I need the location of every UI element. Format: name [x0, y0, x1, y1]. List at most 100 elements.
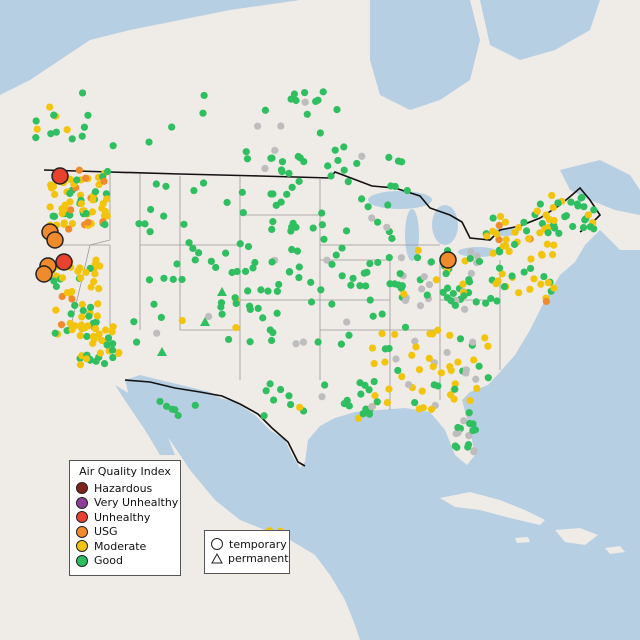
station-marker [145, 138, 153, 146]
station-marker [273, 287, 281, 295]
station-marker [87, 283, 95, 291]
station-marker [327, 172, 335, 180]
station-marker [354, 414, 363, 422]
station-marker [427, 405, 436, 413]
station-marker [58, 292, 66, 301]
station-marker [459, 280, 467, 288]
station-marker [508, 272, 516, 280]
legend-item-label: permanent [228, 552, 289, 566]
station-marker [381, 358, 389, 366]
hispaniola [555, 528, 598, 545]
station-marker [224, 335, 233, 344]
legend-item-label: Very Unhealthy [94, 496, 179, 510]
station-marker [460, 292, 468, 300]
station-marker [394, 366, 402, 375]
station-marker [429, 363, 437, 371]
station-marker [368, 214, 376, 222]
station-marker [80, 123, 89, 131]
station-marker [495, 221, 503, 229]
station-marker [254, 304, 262, 312]
station-marker [318, 209, 326, 217]
station-marker [67, 206, 75, 214]
legend-item-hazardous: Hazardous [76, 481, 174, 496]
hudson-strait [480, 0, 600, 60]
station-marker [101, 221, 109, 229]
station-marker [391, 330, 399, 339]
station-marker [295, 177, 303, 185]
station-marker [420, 273, 428, 281]
station-marker [51, 329, 59, 337]
station-marker [301, 98, 309, 106]
station-marker [287, 227, 295, 235]
station-marker [524, 235, 533, 243]
station-marker [146, 228, 154, 236]
station-marker [285, 169, 293, 178]
station-marker [50, 277, 58, 285]
station-marker [370, 377, 378, 386]
station-marker [92, 357, 100, 365]
station-marker [548, 251, 557, 259]
station-marker [324, 162, 332, 170]
station-marker [51, 190, 59, 199]
station-marker [472, 298, 480, 306]
station-marker [277, 122, 285, 130]
station-marker [447, 366, 455, 375]
station-marker [191, 401, 199, 409]
station-marker [584, 211, 592, 219]
station-marker [537, 250, 546, 259]
station-marker [418, 387, 426, 395]
station-marker [461, 305, 469, 313]
station-marker [526, 264, 535, 273]
station-marker [157, 313, 165, 322]
station-marker [362, 282, 370, 290]
station-marker [218, 310, 226, 318]
station-marker [536, 200, 544, 208]
station-marker [449, 289, 457, 298]
station-marker [84, 111, 92, 119]
station-marker [77, 274, 85, 282]
station-marker [434, 382, 442, 390]
station-marker [423, 291, 431, 299]
station-marker [115, 349, 123, 357]
station-marker [91, 260, 99, 268]
station-marker [495, 236, 503, 244]
station-marker [333, 106, 341, 114]
station-marker [473, 252, 481, 260]
station-marker [266, 380, 274, 388]
station-marker [47, 130, 55, 138]
hudson-bay [370, 0, 480, 110]
aqi-legend: Air Quality Index Hazardous Very Unhealth… [69, 460, 181, 576]
station-marker [268, 154, 276, 162]
station-marker [312, 97, 320, 106]
station-marker [418, 285, 426, 293]
station-marker [475, 257, 484, 266]
station-marker [232, 299, 240, 308]
lake-huron [432, 205, 458, 245]
station-marker [207, 257, 215, 265]
station-marker [273, 309, 281, 317]
station-marker [454, 358, 462, 366]
station-marker [537, 280, 545, 288]
station-marker [95, 285, 103, 293]
station-marker [340, 166, 348, 174]
station-marker [408, 351, 416, 359]
station-marker [243, 155, 252, 163]
station-marker [368, 403, 376, 411]
station-marker [79, 307, 87, 315]
station-marker [46, 231, 64, 249]
legend-item-label: Moderate [94, 539, 147, 553]
station-marker [71, 301, 79, 309]
station-marker [364, 203, 372, 211]
station-marker [500, 283, 508, 291]
station-marker [108, 346, 117, 354]
station-marker [499, 242, 508, 250]
station-marker [52, 128, 60, 136]
station-marker [191, 256, 199, 264]
station-marker [47, 184, 56, 192]
station-marker [261, 164, 269, 173]
station-marker [271, 146, 279, 155]
station-marker [89, 319, 97, 327]
station-marker [244, 287, 252, 295]
station-marker [288, 245, 296, 254]
station-marker [60, 219, 68, 227]
